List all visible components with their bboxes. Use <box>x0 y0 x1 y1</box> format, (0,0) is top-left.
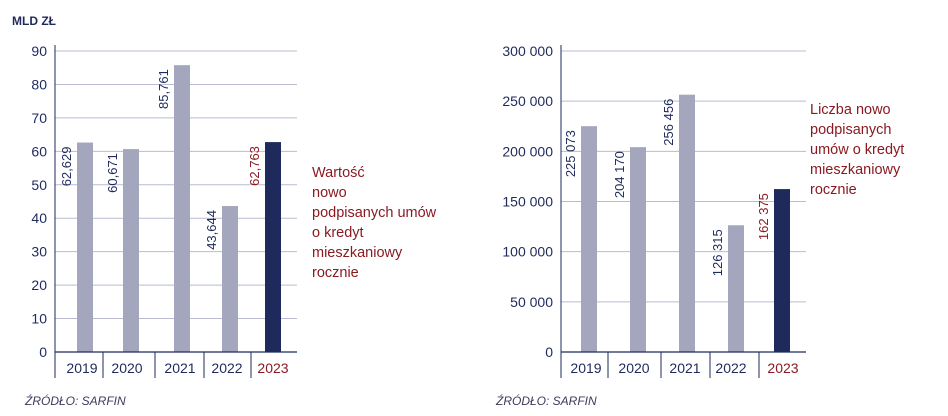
bar <box>265 142 281 352</box>
bar-value-label: 126 315 <box>710 229 725 276</box>
y-tick-label: 200 000 <box>502 143 553 159</box>
y-tick-label: 20 <box>31 277 47 293</box>
annotation-line: Liczba nowo <box>810 102 891 118</box>
y-tick-label: 0 <box>39 344 47 360</box>
x-tick-label: 2020 <box>618 360 649 376</box>
bar <box>630 147 646 352</box>
x-tick-label: 2022 <box>715 360 746 376</box>
y-tick-label: 250 000 <box>502 93 553 109</box>
bar <box>581 126 597 352</box>
unit-label: MLD ZŁ <box>12 14 56 28</box>
bar-value-label: 162 375 <box>756 193 771 240</box>
y-tick-label: 40 <box>31 210 47 226</box>
annotation-line: mieszkaniowy <box>312 245 403 261</box>
y-tick-label: 100 000 <box>502 244 553 260</box>
x-tick-label: 2019 <box>66 360 97 376</box>
chart-annotation: Liczba nowo podpisanych umów o kredyt miesz… <box>810 100 904 200</box>
y-tick-label: 150 000 <box>502 194 553 210</box>
y-tick-label: 90 <box>31 43 47 59</box>
y-tick-label: 0 <box>545 344 553 360</box>
y-tick-label: 300 000 <box>502 43 553 59</box>
y-tick-label: 30 <box>31 244 47 260</box>
x-tick-label: 2019 <box>570 360 601 376</box>
x-tick-label: 2023 <box>257 360 288 376</box>
chart-value: 0 10 20 30 40 50 60 70 80 90 62,629 60,671 85,761 43,… <box>31 43 297 378</box>
bar-value-label: 225 073 <box>563 130 578 177</box>
y-tick-label: 50 000 <box>510 294 553 310</box>
x-tick-label: 2021 <box>164 360 195 376</box>
bar <box>222 206 238 352</box>
bar-value-label: 256 456 <box>661 99 676 146</box>
x-tick-label: 2020 <box>111 360 142 376</box>
x-tick-label: 2023 <box>767 360 798 376</box>
chart-count: 0 50 000 100 000 150 000 200 000 250 000 300 0… <box>502 43 806 378</box>
bar <box>679 94 695 352</box>
annotation-line: Wartość <box>312 165 365 181</box>
x-tick-label: 2022 <box>211 360 242 376</box>
y-tick-label: 50 <box>31 177 47 193</box>
bar-value-label: 62,629 <box>59 147 74 187</box>
annotation-line: o kredyt <box>312 225 364 241</box>
y-tick-label: 80 <box>31 76 47 92</box>
bar <box>774 189 790 352</box>
y-tick-label: 10 <box>31 311 47 327</box>
annotation-line: rocznie <box>312 265 359 281</box>
bar-value-label: 60,671 <box>105 153 120 193</box>
bar <box>123 149 139 352</box>
bar-value-label: 62,763 <box>247 146 262 186</box>
bar-value-label: 85,761 <box>156 69 171 109</box>
bar <box>174 65 190 353</box>
annotation-line: mieszkaniowy <box>810 162 901 178</box>
bar <box>728 225 744 352</box>
annotation-line: nowo <box>312 185 347 201</box>
y-tick-label: 60 <box>31 143 47 159</box>
annotation-line: podpisanych umów <box>312 205 437 221</box>
bar-value-label: 43,644 <box>204 210 219 250</box>
bar <box>77 142 93 352</box>
chart-annotation: Wartość nowo podpisanych umów o kredyt miesz… <box>312 163 436 283</box>
bar-value-label: 204 170 <box>612 151 627 198</box>
annotation-line: rocznie <box>810 182 857 198</box>
source-note: ŹRÓDŁO: SARFIN <box>25 394 126 408</box>
annotation-line: podpisanych <box>810 122 892 138</box>
annotation-line: umów o kredyt <box>810 142 905 158</box>
y-tick-label: 70 <box>31 110 47 126</box>
x-tick-label: 2021 <box>669 360 700 376</box>
source-note: ŹRÓDŁO: SARFIN <box>496 394 597 408</box>
